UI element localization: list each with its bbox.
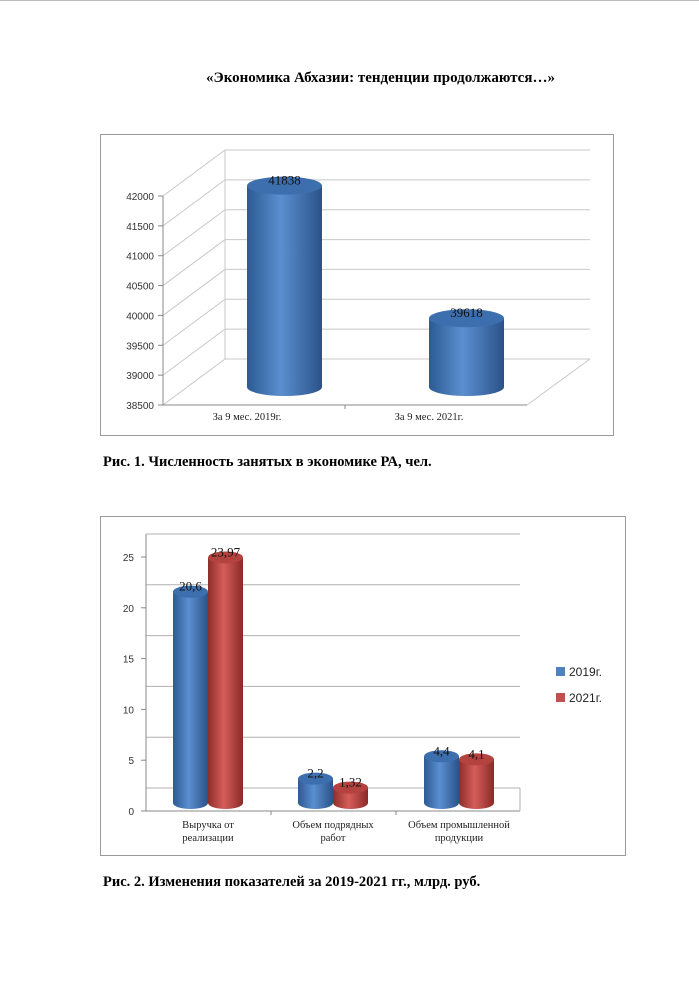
- chart-2-x-tick-label: Выручка от: [182, 820, 234, 831]
- chart-2-x-tick-label: работ: [321, 833, 346, 844]
- chart-2-data-label: 2,2: [307, 766, 323, 781]
- chart-1-side-gridline: [162, 358, 226, 406]
- chart-1-bar-body: [429, 318, 504, 387]
- chart-2-bar-2021-base: [208, 797, 243, 809]
- chart-2-bar-2021-body: [208, 557, 243, 803]
- chart-2-bar-2019-base: [298, 797, 333, 809]
- chart-1-y-tick-label: 41500: [126, 222, 154, 233]
- chart-1-side-gridline: [162, 149, 226, 197]
- figure-2-caption: Рис. 2. Изменения показателей за 2019-20…: [103, 874, 481, 890]
- chart-1-y-tick-label: 39500: [126, 341, 154, 352]
- chart-2-bar-2019-top: [298, 772, 333, 785]
- chart-2-bar-2019-body: [424, 756, 459, 803]
- chart-2-bar-2019-base: [424, 797, 459, 809]
- chart-2-y-tick-label: 5: [128, 756, 134, 767]
- chart-2-bar-2019-top: [173, 585, 208, 598]
- chart-2-data-label: 4,1: [468, 746, 484, 761]
- top-border: [0, 0, 699, 1]
- chart-1-side-gridline: [162, 209, 226, 257]
- chart-2-y-tick-label: 20: [123, 604, 135, 615]
- chart-1-side-gridline: [162, 239, 226, 286]
- chart-1-frame: [100, 134, 614, 436]
- chart-1-y-tick-label: 38500: [126, 401, 154, 412]
- chart-2-bar-2019-top: [424, 750, 459, 763]
- chart-1-floor-edge: [526, 358, 591, 406]
- chart-2-x-tick-label: Объем промышленной: [408, 820, 510, 831]
- chart-2-y-tick-label: 25: [123, 553, 135, 564]
- chart-1-bar-base: [429, 378, 504, 396]
- chart-2-data-label: 20,6: [179, 579, 202, 594]
- chart-1-y-tick-label: 41000: [126, 252, 154, 263]
- chart-2-x-tick-label: Объем подрядных: [292, 820, 374, 831]
- chart-2-data-label: 4,4: [433, 743, 450, 758]
- chart-2-x-tick-label: продукции: [435, 833, 484, 844]
- chart-2-bar-2021-body: [459, 759, 494, 803]
- chart-2-x-tick-label: реализации: [182, 833, 234, 844]
- chart-1-side-gridline: [162, 328, 226, 376]
- chart-1-side-gridline: [162, 298, 226, 346]
- chart-2-data-label: 1,32: [339, 775, 362, 790]
- chart-1-bar-top: [429, 309, 504, 328]
- chart-2-bar-2019-base: [173, 797, 208, 809]
- chart-2-legend-label: 2019г.: [569, 665, 602, 679]
- chart-2-bar-2021-top: [333, 781, 368, 794]
- chart-2-legend-label: 2021г.: [569, 691, 602, 705]
- chart-2-bar-2021-base: [459, 797, 494, 809]
- chart-1-side-gridline: [162, 269, 226, 316]
- chart-1-y-tick-label: 40500: [126, 282, 154, 293]
- chart-2-y-tick-label: 10: [123, 705, 135, 716]
- chart-2-legend-swatch: [556, 667, 565, 676]
- chart-1-y-tick-label: 39000: [126, 371, 154, 382]
- chart-1-bar-top: [247, 176, 322, 195]
- chart-2-y-tick-label: 0: [128, 807, 134, 818]
- chart-2-bar-2019-body: [173, 591, 208, 803]
- chart-1-data-label: 39618: [450, 305, 483, 320]
- chart-1-x-tick-label: За 9 мес. 2019г.: [213, 412, 282, 423]
- chart-2-y-tick-label: 15: [123, 655, 135, 666]
- chart-1-x-tick-label: За 9 мес. 2021г.: [395, 412, 464, 423]
- chart-1-y-tick-label: 42000: [126, 192, 154, 203]
- chart-1-y-tick-label: 40000: [126, 311, 154, 322]
- chart-2-bar-2021-base: [333, 797, 368, 809]
- chart-2-bar-2021-top: [208, 551, 243, 564]
- chart-2-legend-swatch: [556, 693, 565, 702]
- chart-1-side-gridline: [162, 179, 226, 227]
- chart-1-data-label: 41838: [268, 173, 301, 188]
- page-title: «Экономика Абхазии: тенденции продолжают…: [206, 70, 555, 86]
- chart-2-data-label: 23,97: [211, 544, 241, 559]
- chart-2-bar-2021-top: [459, 753, 494, 766]
- figure-1-caption: Рис. 1. Численность занятых в экономике …: [103, 454, 432, 470]
- chart-1-bar-body: [247, 185, 322, 387]
- chart-1-bar-base: [247, 378, 322, 396]
